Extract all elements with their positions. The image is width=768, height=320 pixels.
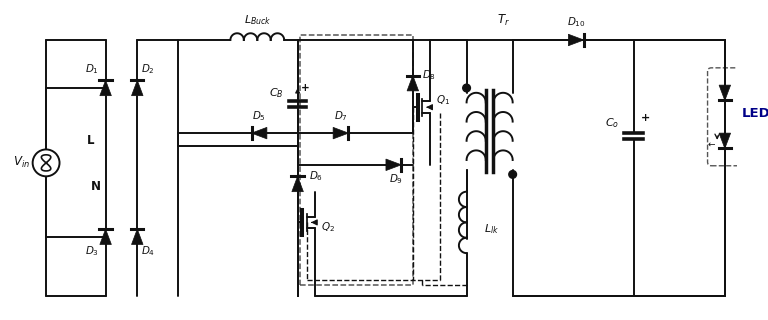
Circle shape — [33, 149, 60, 176]
Text: $C_o$: $C_o$ — [605, 116, 620, 130]
Polygon shape — [407, 76, 419, 91]
Polygon shape — [333, 127, 349, 139]
Text: $C_B$: $C_B$ — [270, 87, 284, 100]
Polygon shape — [100, 80, 111, 96]
Text: $D_9$: $D_9$ — [389, 172, 403, 186]
Text: +: + — [300, 83, 310, 93]
Polygon shape — [719, 85, 730, 100]
Text: N: N — [91, 180, 101, 193]
Text: +: + — [641, 113, 650, 123]
Text: $D_8$: $D_8$ — [422, 68, 436, 82]
Text: $D_3$: $D_3$ — [85, 244, 99, 258]
Text: $D_1$: $D_1$ — [85, 63, 99, 76]
Text: $D_7$: $D_7$ — [334, 109, 348, 123]
Text: LED: LED — [742, 107, 768, 120]
Polygon shape — [131, 80, 143, 96]
Polygon shape — [568, 34, 584, 46]
Text: $D_{10}$: $D_{10}$ — [567, 16, 585, 29]
Text: $Q_2$: $Q_2$ — [321, 220, 335, 234]
Text: L: L — [87, 134, 94, 147]
Polygon shape — [386, 159, 402, 171]
Polygon shape — [131, 229, 143, 244]
Text: $Q_1$: $Q_1$ — [436, 93, 450, 107]
Polygon shape — [292, 176, 303, 192]
Circle shape — [509, 171, 517, 178]
Text: $D_6$: $D_6$ — [310, 169, 323, 183]
Circle shape — [463, 84, 471, 92]
Text: $\leftarrow$: $\leftarrow$ — [706, 140, 717, 148]
Text: $D_4$: $D_4$ — [141, 244, 155, 258]
Text: $L_{lk}$: $L_{lk}$ — [484, 222, 499, 236]
Polygon shape — [100, 229, 111, 244]
Text: $D_5$: $D_5$ — [252, 109, 266, 123]
Polygon shape — [719, 133, 730, 148]
Text: $T_r$: $T_r$ — [497, 13, 509, 28]
Polygon shape — [252, 127, 267, 139]
Text: $D_2$: $D_2$ — [141, 63, 155, 76]
Text: $L_{Buck}$: $L_{Buck}$ — [243, 13, 271, 27]
Text: $V_{in}$: $V_{in}$ — [12, 155, 30, 171]
